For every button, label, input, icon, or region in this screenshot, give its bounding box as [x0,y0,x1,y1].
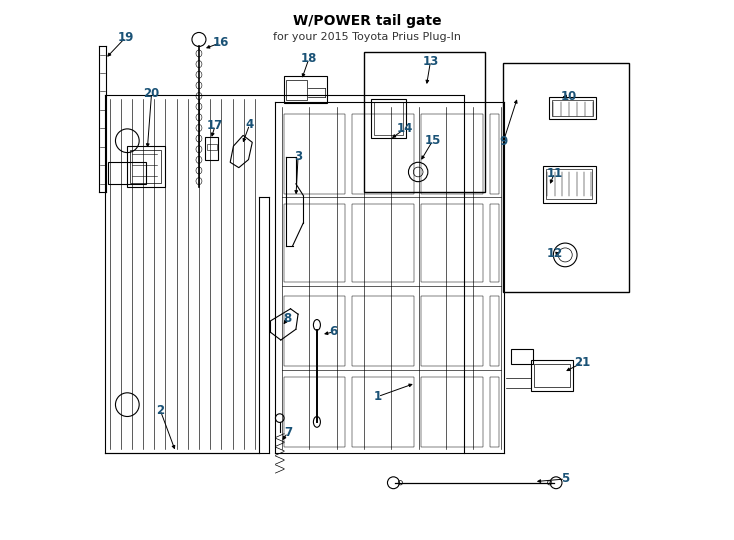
Bar [503,63,629,292]
Bar [352,204,414,282]
Bar [206,137,218,160]
Bar [374,103,403,135]
Text: 9: 9 [499,136,507,148]
Bar [534,364,570,387]
Bar [546,169,592,199]
Bar [283,76,327,103]
Bar [512,349,533,364]
Text: 11: 11 [546,166,562,179]
Text: 18: 18 [301,52,317,65]
Text: 12: 12 [546,247,562,260]
Text: 19: 19 [117,31,134,44]
Text: 7: 7 [284,426,292,439]
Bar [549,97,597,119]
Bar [490,376,499,447]
Bar [490,204,499,282]
Bar [490,114,499,193]
Bar [207,144,217,151]
Bar [283,296,345,366]
Bar [283,114,345,193]
Bar [531,360,573,391]
Text: 3: 3 [294,151,302,164]
Text: 17: 17 [207,119,223,132]
Text: for your 2015 Toyota Prius Plug-In: for your 2015 Toyota Prius Plug-In [273,32,461,43]
Text: 20: 20 [143,87,160,100]
Bar [371,99,407,138]
Bar [364,52,485,192]
Text: 21: 21 [574,356,591,369]
Text: 2: 2 [156,403,164,416]
Bar [421,204,483,282]
Bar [490,296,499,366]
Bar [421,376,483,447]
Bar [421,296,483,366]
Bar [283,204,345,282]
Bar [352,376,414,447]
Bar [286,80,307,100]
Text: 8: 8 [284,312,292,325]
Text: 14: 14 [396,123,413,136]
Text: 1: 1 [374,390,382,403]
Bar [543,166,596,202]
Bar [352,114,414,193]
Text: 10: 10 [561,90,577,103]
Text: W/POWER tail gate: W/POWER tail gate [293,14,441,28]
Bar [130,151,161,183]
Bar [421,114,483,193]
Text: 15: 15 [424,134,441,147]
Bar [127,146,165,186]
Text: 13: 13 [423,55,439,68]
Bar [552,100,593,116]
Bar [283,376,345,447]
Bar [352,296,414,366]
Bar [109,163,146,184]
Text: 4: 4 [245,118,254,131]
Text: 6: 6 [330,326,338,339]
Text: 5: 5 [561,472,570,485]
Text: 16: 16 [212,36,229,49]
